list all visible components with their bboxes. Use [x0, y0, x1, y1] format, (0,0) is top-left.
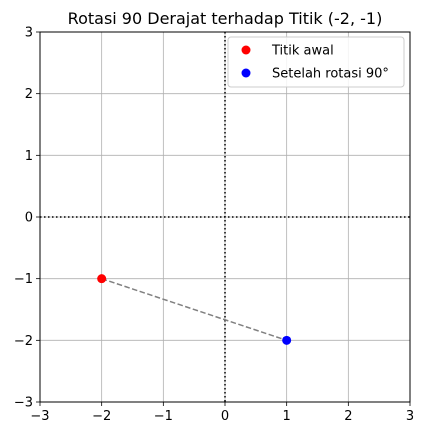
- connector: [101, 277, 287, 342]
- legend-marker: [241, 45, 251, 55]
- point-titik-awal: [97, 274, 107, 284]
- y-tick-label: 3: [25, 26, 33, 41]
- x-tick-label: 2: [344, 409, 352, 424]
- legend-label: Setelah rotasi 90°: [272, 67, 389, 82]
- legend-box: [227, 36, 405, 88]
- point-setelah-rotasi: [282, 335, 292, 345]
- chart-title: Rotasi 90 Derajat terhadap Titik (-2, -1…: [68, 9, 383, 28]
- x-tick-label: −1: [154, 409, 173, 424]
- zero-lines: [40, 32, 410, 402]
- legend-label: Titik awal: [271, 44, 334, 59]
- legend-marker: [241, 68, 251, 78]
- data-points: [97, 274, 292, 345]
- x-tick-label: 3: [406, 409, 414, 424]
- y-tick-label: 1: [25, 149, 33, 164]
- x-tick-label: −2: [92, 409, 111, 424]
- y-tick-label: −2: [14, 334, 33, 349]
- x-tick-label: 1: [283, 409, 291, 424]
- legend: Titik awal Setelah rotasi 90°: [227, 36, 405, 88]
- y-tick-label: 0: [25, 211, 33, 226]
- rotation-connector-line: [101, 277, 287, 342]
- y-tick-label: 2: [25, 87, 33, 102]
- y-tick-label: −1: [14, 272, 33, 287]
- x-tick-label: 0: [221, 409, 229, 424]
- ticks: −3 −2 −1 0 1 2 3 −3 −2 −1 0 1 2 3: [14, 26, 414, 425]
- x-tick-label: −3: [30, 409, 49, 424]
- y-tick-label: −3: [14, 396, 33, 411]
